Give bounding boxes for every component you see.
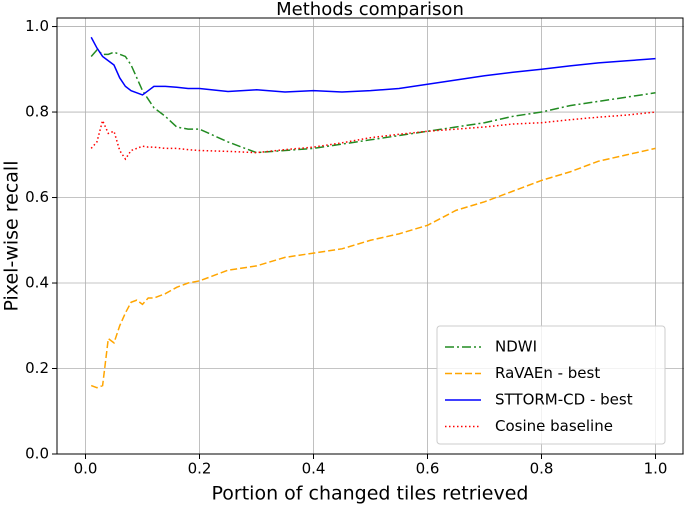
- x-axis-label: Portion of changed tiles retrieved: [212, 483, 529, 505]
- y-tick-label: 0.4: [25, 274, 49, 292]
- x-tick-label: 0.2: [188, 460, 212, 478]
- x-tick-label: 0.0: [74, 460, 98, 478]
- legend-box: [436, 325, 666, 445]
- series-line: [90, 111, 656, 161]
- x-tick-label: 1.0: [644, 460, 668, 478]
- y-axis-label: Pixel-wise recall: [1, 161, 23, 312]
- legend-label: Cosine baseline: [495, 417, 613, 435]
- series-line: [90, 36, 656, 96]
- legend-label: STTORM-CD - best: [495, 391, 633, 409]
- y-tick-label: 0.8: [25, 103, 49, 121]
- series-line: [90, 49, 656, 154]
- x-tick-label: 0.6: [416, 460, 440, 478]
- x-tick-label: 0.4: [302, 460, 326, 478]
- y-tick-label: 0.0: [25, 445, 49, 463]
- legend-label: NDWI: [495, 338, 537, 356]
- legend: NDWI RaVAEn - best STTORM-CD - best Cosine …: [436, 325, 666, 445]
- y-tick-label: 0.6: [25, 188, 49, 206]
- x-tick-label: 0.8: [530, 460, 554, 478]
- y-tick-label: 1.0: [25, 17, 49, 35]
- series-line: [90, 147, 656, 389]
- chart-title: Methods comparison: [276, 0, 464, 20]
- plot-frame: [56, 17, 684, 455]
- legend-label: RaVAEn - best: [495, 364, 600, 382]
- y-tick-label: 0.2: [25, 359, 49, 377]
